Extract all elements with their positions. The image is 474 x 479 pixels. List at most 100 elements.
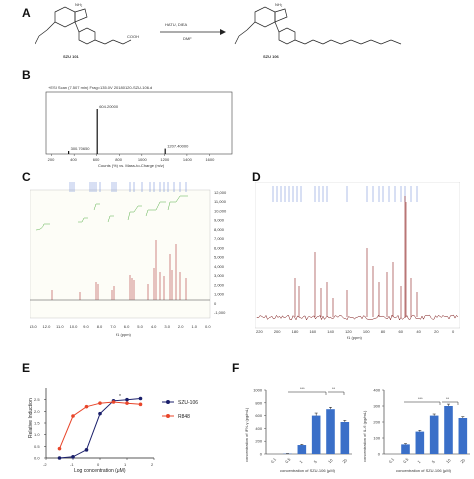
c-nmr-x-tick-label: 160 [309, 329, 316, 334]
ms-peak-label: 1207.40000 [167, 144, 189, 149]
h-nmr-x-tick-label: 11.0 [56, 324, 64, 329]
ms-xlabel: Counts (%) vs. Mass-to-Charge (m/z) [98, 163, 165, 168]
h-nmr-x-tick-label: 9.0 [83, 324, 89, 329]
h-nmr-x-tick-label: 7.0 [110, 324, 116, 329]
legend-label-r848: R848 [178, 414, 190, 420]
dose-y-tick-label: 0.5 [34, 444, 40, 449]
dose-series-line [60, 402, 141, 449]
h-nmr-y-tick-label: -1,000 [214, 310, 226, 315]
mass-spectrum-svg: +ESI Scan (7.507 min) Frag=135.0V 201801… [38, 78, 238, 170]
bar [459, 418, 468, 454]
dose-point [71, 414, 75, 418]
dose-point [98, 412, 102, 416]
il6-sig-d: ** [446, 396, 450, 401]
h-nmr-y-tick-label: 12,000 [214, 190, 227, 195]
dose-series-line [60, 399, 141, 459]
c-nmr-x-tick-label: 120 [345, 329, 352, 334]
ifn-xlabel: concentration of SZU-106 (μM) [280, 468, 336, 473]
bar [341, 422, 350, 454]
h-nmr-y-tick-label: 0 [214, 301, 217, 306]
ms-x-tick-label: 200 [48, 157, 55, 162]
nh2-label-left: NH₂ [75, 2, 83, 7]
bar-y-tick-label: 400 [373, 388, 380, 393]
bar-category-label: 0.5 [284, 456, 292, 464]
panel-a-reaction-scheme: NH₂ SZU 101 COOH HATU, DIEA DMF NH₂ SZU … [35, 2, 455, 64]
ifn-sig-brackets [288, 392, 344, 395]
bar [298, 445, 307, 454]
bar-category-label: 10 [445, 457, 452, 464]
dose-point [112, 400, 116, 404]
dose-y-tick-label: 1.0 [34, 432, 40, 437]
panel-e-dose-response: Relative Induction Log concentration (μM… [24, 370, 230, 474]
bar [401, 444, 410, 454]
dose-point [85, 448, 89, 452]
reagents-label: HATU, DIEA [165, 22, 187, 27]
dose-point [125, 398, 129, 402]
h-nmr-y-tick-label: 4,000 [214, 264, 225, 269]
bar [326, 409, 335, 454]
h-nmr-y-tick-label: 8,000 [214, 227, 225, 232]
molecule-left-structure [35, 7, 131, 44]
dose-point [85, 405, 89, 409]
il6-sig-brackets [404, 402, 458, 405]
bar-category-label: 20 [459, 457, 466, 464]
ms-x-tick-label: 1400 [183, 157, 193, 162]
bar-category-label: 20 [341, 457, 348, 464]
c-nmr-x-tick-label: 220 [256, 329, 263, 334]
dose-point [58, 456, 62, 460]
dose-point [98, 401, 102, 405]
bar [430, 416, 439, 454]
ifn-sig-a: *** [300, 386, 305, 391]
h-nmr-y-tick-label: 11,000 [214, 199, 227, 204]
bar [416, 432, 425, 454]
bar-y-tick-label: 0 [378, 452, 381, 457]
h-nmr-x-tick-label: 3.0 [164, 324, 170, 329]
h-nmr-x-tick-label: 4.0 [151, 324, 157, 329]
h-nmr-plot-area [30, 190, 210, 318]
h-nmr-x-tick-label: 8.0 [97, 324, 103, 329]
panel-letter-a: A [22, 6, 31, 20]
bar-category-label: 5 [431, 459, 437, 465]
molecule-right-structure [235, 7, 401, 44]
h-nmr-x-tick-label: 5.0 [137, 324, 143, 329]
bar-y-tick-label: 0 [260, 452, 263, 457]
legend-label-szu106: SZU-106 [178, 400, 198, 406]
bar-category-label: 1 [298, 459, 304, 465]
dose-response-svg: Relative Induction Log concentration (μM… [24, 370, 230, 474]
nh2-label-right: NH₂ [275, 2, 283, 7]
dose-x-tick-label: 2 [151, 462, 154, 467]
bar-y-tick-label: 600 [255, 413, 262, 418]
c-nmr-x-tick-label: 20 [434, 329, 439, 334]
reaction-arrowhead [220, 29, 226, 35]
bar-y-tick-label: 800 [255, 400, 262, 405]
bar-y-tick-label: 200 [255, 439, 262, 444]
dose-x-tick-label: 1 [124, 462, 127, 467]
legend-marker-r848 [166, 414, 170, 418]
c-nmr-x-tick-label: 0 [452, 329, 455, 334]
c-nmr-x-tick-label: 200 [274, 329, 281, 334]
h-nmr-y-tick-label: 3,000 [214, 273, 225, 278]
dose-point [58, 447, 62, 451]
c-nmr-plot-area [255, 182, 460, 328]
dose-point [125, 401, 129, 405]
dose-y-tick-label: 0.0 [34, 456, 40, 461]
compound-right-label: SZU 106 [263, 54, 280, 59]
ms-x-tick-label: 600 [93, 157, 100, 162]
bar-category-label: 0.1 [388, 456, 396, 464]
bar-category-label: 5 [313, 459, 319, 465]
h-nmr-y-tick-label: 5,000 [214, 255, 225, 260]
c-nmr-x-tick-label: 60 [399, 329, 404, 334]
bar-y-tick-label: 200 [373, 420, 380, 425]
h-nmr-y-tick-label: 1,000 [214, 292, 225, 297]
h-nmr-y-tick-label: 6,000 [214, 245, 225, 250]
ms-x-tick-label: 1600 [205, 157, 215, 162]
legend-marker-szu106 [166, 400, 170, 404]
ms-peak-label: 604.20000 [99, 104, 119, 109]
